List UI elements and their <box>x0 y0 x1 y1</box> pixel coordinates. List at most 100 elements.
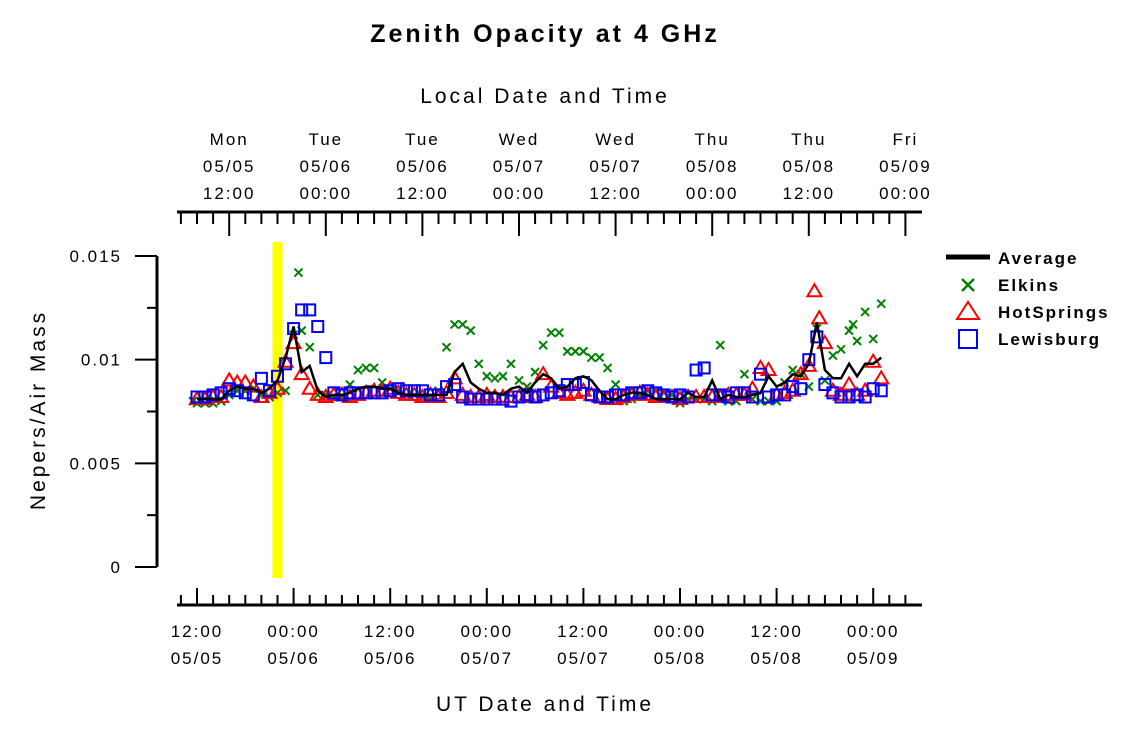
elkins-point <box>514 375 524 386</box>
top-tick-time: 00:00 <box>493 184 546 203</box>
lewisburg-point <box>472 392 486 406</box>
elkins-point <box>482 371 492 381</box>
elkins-point <box>570 346 581 357</box>
elkins-point <box>554 328 564 338</box>
top-tick-time: 00:00 <box>686 184 739 203</box>
hotsprings-point <box>840 375 858 391</box>
bottom-tick-label: 00:00 <box>267 622 320 641</box>
bottom-x-axis: 12:00 05/05 00:00 05/06 12:00 05/06 00:00 05/07… <box>171 588 922 668</box>
lewisburg-point <box>737 386 751 400</box>
bottom-tick-date: 05/05 <box>171 649 224 668</box>
lewisburg-point <box>528 390 542 404</box>
top-tick-date: 05/06 <box>396 157 449 176</box>
top-tick-time: 00:00 <box>300 184 353 203</box>
lewisburg-point <box>287 322 301 336</box>
top-tick-time: 12:00 <box>589 184 642 203</box>
lewisburg-point <box>818 378 832 392</box>
lewisburg-point <box>190 390 204 404</box>
lewisburg-point <box>295 303 309 317</box>
bottom-tick-label: 00:00 <box>654 622 707 641</box>
legend-label: Lewisburg <box>998 330 1101 349</box>
lewisburg-point <box>754 367 767 381</box>
legend-swatch <box>955 300 981 320</box>
elkins-point <box>498 371 508 381</box>
legend-item-elkins: Elkins <box>961 276 1060 295</box>
elkins-point <box>787 365 798 375</box>
hotsprings-point <box>244 377 263 393</box>
lewisburg-point <box>778 388 792 402</box>
lewisburg-point <box>311 319 325 333</box>
bottom-tick-date: 05/06 <box>267 649 320 668</box>
lewisburg-point <box>238 386 252 400</box>
top-tick-time: 12:00 <box>203 184 256 203</box>
lewisburg-point <box>536 388 550 402</box>
bottom-tick-date: 05/09 <box>847 649 900 668</box>
elkins-point <box>868 334 878 344</box>
elkins-point <box>353 365 363 375</box>
lewisburg-point <box>512 390 526 404</box>
y-tick-label: 0.01 <box>81 351 122 370</box>
elkins-point <box>876 298 886 309</box>
lewisburg-point <box>834 390 848 404</box>
elkins-point <box>441 342 452 352</box>
legend-label: Elkins <box>998 276 1060 295</box>
top-tick-date: 05/07 <box>493 157 546 176</box>
top-tick-date: 05/06 <box>300 157 353 176</box>
lewisburg-point <box>786 380 800 394</box>
elkins-point <box>860 307 870 317</box>
y-tick-label: 0 <box>111 558 122 577</box>
elkins-point <box>739 369 750 379</box>
lewisburg-point <box>810 330 824 344</box>
elkins-point <box>449 319 460 330</box>
top-tick-date: 05/05 <box>203 157 256 176</box>
lewisburg-point <box>617 388 631 402</box>
lewisburg-point <box>319 351 333 365</box>
lewisburg-point <box>689 363 703 377</box>
hotsprings-point <box>751 358 770 374</box>
elkins-point <box>465 325 476 336</box>
y-tick-label: 0.005 <box>69 454 122 473</box>
lewisburg-point <box>407 384 421 398</box>
y-tick-label: 0.015 <box>69 247 122 266</box>
bottom-tick-label: 00:00 <box>847 622 900 641</box>
series-hotsprings <box>188 282 890 406</box>
bottom-tick-date: 05/07 <box>557 649 610 668</box>
hotsprings-point <box>445 369 464 385</box>
elkins-point <box>848 319 858 330</box>
top-tick-date: 05/07 <box>589 157 642 176</box>
top-tick-date: 05/09 <box>879 157 932 176</box>
legend-item-average: Average <box>946 249 1076 268</box>
lewisburg-point <box>729 386 743 400</box>
elkins-point <box>538 340 548 350</box>
elkins-point <box>715 340 725 350</box>
lewisburg-point <box>850 388 864 402</box>
lewisburg-point <box>327 386 341 400</box>
lewisburg-point <box>866 382 880 396</box>
elkins-point <box>594 352 605 363</box>
lewisburg-point <box>874 384 888 398</box>
legend-swatch <box>958 329 978 349</box>
top-tick-time: 00:00 <box>879 184 932 203</box>
elkins-point <box>304 342 315 352</box>
legend: Average Elkins HotSprings Lewisburg <box>946 249 1108 349</box>
bottom-tick-date: 05/06 <box>364 649 417 668</box>
hotsprings-point <box>534 365 552 381</box>
elkins-point <box>490 373 500 384</box>
lewisburg-point <box>456 390 470 404</box>
top-tick-day: Tue <box>405 130 440 149</box>
bottom-tick-label: 12:00 <box>364 622 417 641</box>
bottom-tick-date: 05/08 <box>654 649 707 668</box>
bottom-tick-label: 12:00 <box>171 622 224 641</box>
elkins-point <box>602 363 613 373</box>
elkins-point <box>836 344 846 355</box>
lewisburg-point <box>842 390 856 404</box>
lewisburg-point <box>697 361 711 375</box>
chart-title: Zenith Opacity at 4 GHz <box>370 20 720 48</box>
lewisburg-point <box>826 386 840 400</box>
lewisburg-point <box>464 392 478 406</box>
series-lewisburg <box>190 303 888 408</box>
average-line <box>197 322 883 401</box>
lewisburg-point <box>657 388 671 402</box>
series-average <box>196 322 883 401</box>
